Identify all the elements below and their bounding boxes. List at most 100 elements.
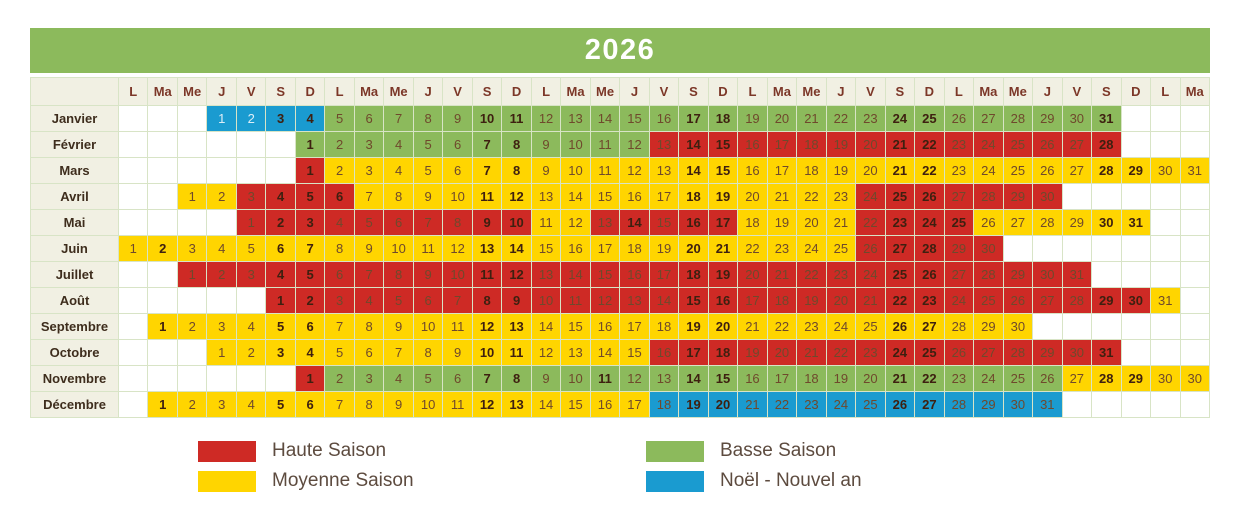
- day-cell: 11: [590, 132, 621, 158]
- day-cell: 9: [443, 340, 473, 366]
- day-cell: 27: [915, 392, 945, 418]
- day-cell: 20: [856, 158, 886, 184]
- empty-cell: [119, 210, 149, 236]
- day-cell: 15: [590, 184, 621, 210]
- day-cell: 30: [1003, 392, 1034, 418]
- day-cell: 21: [738, 314, 768, 340]
- day-cell: 21: [738, 392, 768, 418]
- day-cell: 6: [443, 158, 473, 184]
- day-cell: 30: [1062, 106, 1093, 132]
- day-cell: 16: [738, 366, 768, 392]
- day-of-week-header: J: [620, 78, 650, 106]
- day-cell: 28: [915, 236, 945, 262]
- day-cell: 25: [915, 340, 945, 366]
- day-cell: 30: [1121, 288, 1152, 314]
- day-of-week-header: V: [856, 78, 886, 106]
- day-of-week-header: Ma: [1180, 78, 1210, 106]
- day-cell: 28: [1092, 158, 1122, 184]
- day-cell: 16: [620, 262, 650, 288]
- day-cell: 20: [708, 314, 739, 340]
- day-cell: 23: [915, 288, 945, 314]
- day-cell: 23: [944, 132, 975, 158]
- day-cell: 13: [531, 262, 562, 288]
- day-cell: 5: [236, 236, 267, 262]
- day-cell: 17: [708, 210, 739, 236]
- empty-cell: [1121, 314, 1152, 340]
- day-of-week-header: Ma: [974, 78, 1004, 106]
- day-cell: 2: [236, 340, 267, 366]
- empty-cell: [236, 288, 267, 314]
- empty-cell: [119, 340, 149, 366]
- day-cell: 25: [885, 262, 916, 288]
- day-cell: 28: [974, 184, 1004, 210]
- day-cell: 20: [738, 184, 768, 210]
- day-cell: 12: [620, 132, 650, 158]
- day-cell: 7: [472, 158, 503, 184]
- day-cell: 28: [974, 262, 1004, 288]
- day-cell: 16: [738, 158, 768, 184]
- day-cell: 7: [354, 262, 385, 288]
- day-cell: 2: [295, 288, 326, 314]
- empty-cell: [1180, 132, 1210, 158]
- day-cell: 15: [561, 314, 591, 340]
- empty-cell: [148, 132, 178, 158]
- day-cell: 23: [944, 366, 975, 392]
- day-cell: 7: [472, 366, 503, 392]
- empty-cell: [236, 366, 267, 392]
- day-cell: 3: [354, 366, 385, 392]
- day-cell: 5: [266, 314, 296, 340]
- day-cell: 27: [1062, 366, 1093, 392]
- day-cell: 31: [1092, 106, 1122, 132]
- legend-item-noel: Noël - Nouvel an: [646, 470, 862, 492]
- empty-cell: [1151, 210, 1181, 236]
- day-cell: 11: [472, 262, 503, 288]
- empty-cell: [1092, 184, 1122, 210]
- day-cell: 19: [738, 106, 768, 132]
- day-cell: 15: [708, 132, 739, 158]
- day-cell: 2: [266, 210, 296, 236]
- empty-cell: [119, 184, 149, 210]
- day-cell: 18: [767, 288, 798, 314]
- empty-cell: [1092, 392, 1122, 418]
- day-cell: 22: [767, 314, 798, 340]
- day-cell: 21: [708, 236, 739, 262]
- day-cell: 22: [826, 106, 857, 132]
- day-cell: 12: [620, 158, 650, 184]
- day-cell: 20: [797, 210, 827, 236]
- empty-cell: [1180, 184, 1210, 210]
- day-cell: 25: [1003, 132, 1034, 158]
- day-cell: 10: [443, 184, 473, 210]
- empty-cell: [1151, 236, 1181, 262]
- day-cell: 12: [472, 314, 503, 340]
- day-cell: 4: [207, 236, 237, 262]
- empty-cell: [119, 288, 149, 314]
- day-cell: 29: [1092, 288, 1122, 314]
- day-cell: 15: [679, 288, 709, 314]
- day-cell: 24: [885, 340, 916, 366]
- day-cell: 5: [325, 106, 355, 132]
- day-cell: 5: [413, 366, 444, 392]
- day-cell: 9: [384, 392, 414, 418]
- day-cell: 28: [944, 392, 975, 418]
- empty-cell: [236, 132, 267, 158]
- day-cell: 7: [384, 106, 414, 132]
- day-cell: 2: [177, 392, 208, 418]
- day-cell: 19: [826, 158, 857, 184]
- day-cell: 5: [354, 210, 385, 236]
- day-of-week-header: J: [1033, 78, 1063, 106]
- day-cell: 28: [1003, 106, 1034, 132]
- day-cell: 26: [1033, 158, 1063, 184]
- day-cell: 10: [384, 236, 414, 262]
- grid-corner-cell: [31, 78, 119, 106]
- day-cell: 16: [620, 184, 650, 210]
- legend-label-basse: Basse Saison: [720, 440, 837, 461]
- day-cell: 19: [826, 366, 857, 392]
- empty-cell: [1092, 314, 1122, 340]
- day-cell: 5: [384, 288, 414, 314]
- day-cell: 27: [974, 106, 1004, 132]
- empty-cell: [119, 106, 149, 132]
- day-cell: 19: [738, 340, 768, 366]
- day-cell: 13: [649, 158, 680, 184]
- day-cell: 21: [856, 288, 886, 314]
- day-cell: 27: [1003, 210, 1034, 236]
